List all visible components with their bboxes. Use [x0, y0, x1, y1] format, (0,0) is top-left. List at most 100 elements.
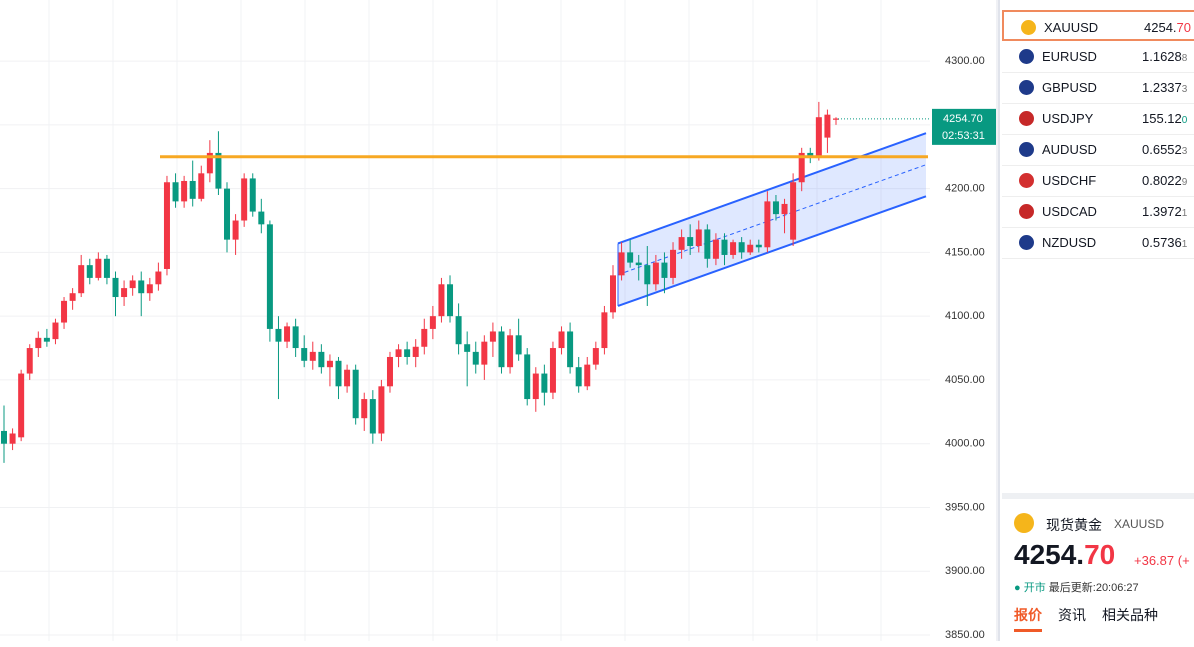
- y-tick-label: 3850.00: [945, 629, 985, 641]
- candle-body: [395, 349, 402, 357]
- candle-body: [249, 178, 256, 212]
- symbol: XAUUSD: [1044, 20, 1099, 35]
- price-main: 1.1628: [1142, 49, 1182, 64]
- candle-body: [464, 344, 471, 352]
- y-tick-label: 4300.00: [945, 55, 985, 67]
- price-main: 4254.: [1144, 20, 1177, 35]
- candle-body: [447, 284, 454, 317]
- candle-body: [584, 364, 591, 387]
- price-tail: 3: [1181, 84, 1188, 95]
- watchlist-row[interactable]: EURUSD 1.16288: [1002, 41, 1194, 73]
- candle-body: [781, 203, 788, 215]
- watchlist-row[interactable]: USDCAD 1.39721: [1002, 196, 1194, 228]
- candle-body: [764, 201, 771, 248]
- candle-body: [609, 275, 616, 313]
- candle-body: [198, 173, 205, 199]
- price-main: 1.2337: [1142, 80, 1182, 95]
- price-main: 0.8022: [1142, 173, 1182, 188]
- candle-body: [652, 262, 659, 285]
- channel-mid: [617, 164, 927, 276]
- flag-icon: [1019, 235, 1034, 250]
- price-tail: 0: [1181, 115, 1188, 126]
- chart: 3850.00 3900.00 3950.00 4000.00 4050.00 4100.…: [0, 0, 998, 641]
- last-price-label: 4254.70: [943, 113, 983, 125]
- candle-body: [361, 399, 368, 419]
- candle-body: [489, 331, 496, 342]
- candle-body: [695, 229, 702, 247]
- price-tail: 1: [1181, 239, 1188, 250]
- candle-body: [78, 265, 85, 294]
- channel-lower: [617, 195, 927, 307]
- price: 0.65523: [1142, 142, 1187, 157]
- candle-body: [515, 335, 522, 355]
- candle-body: [301, 348, 308, 361]
- candle-body: [369, 399, 376, 434]
- price-change: +36.87 (+: [1134, 553, 1190, 568]
- candle-body: [335, 360, 342, 387]
- flag-icon: [1019, 49, 1034, 64]
- symbol: EURUSD: [1042, 49, 1097, 64]
- tab[interactable]: 相关品种: [1102, 607, 1158, 623]
- candle-body: [138, 280, 145, 294]
- watchlist-row[interactable]: USDJPY 155.120: [1002, 103, 1194, 135]
- candle-body: [206, 152, 213, 174]
- instrument-symbol: XAUUSD: [1114, 517, 1165, 531]
- candle-body: [189, 180, 196, 199]
- y-tick-label: 3950.00: [945, 501, 985, 513]
- y-tick-label: 4000.00: [945, 438, 985, 450]
- candle-body: [181, 180, 188, 202]
- market-status: ● 开市 最后更新:20:06:27: [1014, 579, 1139, 595]
- candle-body: [824, 114, 831, 138]
- status: ● 开市: [1014, 582, 1046, 594]
- watchlist-row[interactable]: AUDUSD 0.65523: [1002, 134, 1194, 166]
- detail-panel: 现货黄金 XAUUSD 4254.70 +36.87 (+ ● 开市 最后更新:…: [1002, 493, 1194, 647]
- candle-body: [687, 237, 694, 247]
- watchlist-row[interactable]: XAUUSD 4254.70: [1002, 10, 1194, 41]
- candle-body: [258, 211, 265, 225]
- candle-body: [95, 258, 102, 278]
- candle-body: [738, 242, 745, 253]
- y-tick-label: 4200.00: [945, 183, 985, 195]
- candle-body: [601, 312, 608, 349]
- watchlist-row[interactable]: USDCHF 0.80229: [1002, 165, 1194, 197]
- candle-body: [112, 277, 119, 298]
- candle-body: [481, 341, 488, 365]
- symbol: USDCAD: [1042, 204, 1097, 219]
- candle-body: [635, 262, 642, 266]
- candle-body: [9, 433, 16, 444]
- candle-body: [429, 316, 436, 329]
- candle-body: [241, 178, 248, 221]
- candle-body: [284, 326, 291, 342]
- price: 0.57361: [1142, 235, 1187, 250]
- candle-body: [232, 220, 239, 240]
- candle-body: [275, 328, 282, 342]
- tab[interactable]: 资讯: [1058, 607, 1086, 623]
- symbol: GBPUSD: [1042, 80, 1097, 95]
- candle-body: [352, 369, 359, 419]
- candle-body: [618, 252, 625, 276]
- candle-body: [772, 201, 779, 215]
- candle-body: [712, 239, 719, 259]
- price-main: 0.6552: [1142, 142, 1182, 157]
- y-tick-label: 4050.00: [945, 374, 985, 386]
- candle-body: [558, 331, 565, 349]
- tab[interactable]: 报价: [1014, 607, 1042, 632]
- candle-body: [155, 271, 162, 285]
- countdown: 02:53:31: [942, 130, 985, 142]
- price: 1.39721: [1142, 204, 1187, 219]
- candle-body: [386, 356, 393, 387]
- candle-body: [421, 328, 428, 347]
- symbol: AUDUSD: [1042, 142, 1097, 157]
- price-tail: 70: [1176, 20, 1192, 35]
- candle-body: [378, 386, 385, 434]
- watchlist-row[interactable]: NZDUSD 0.57361: [1002, 227, 1194, 259]
- candle-body: [747, 244, 754, 253]
- vertical-grid: [48, 0, 882, 641]
- watchlist-row[interactable]: GBPUSD 1.23373: [1002, 72, 1194, 104]
- candle-body: [541, 373, 548, 393]
- candle-body: [507, 335, 514, 368]
- candle-body: [627, 252, 634, 263]
- price-main: 0.5736: [1142, 235, 1182, 250]
- candle-body: [215, 152, 222, 189]
